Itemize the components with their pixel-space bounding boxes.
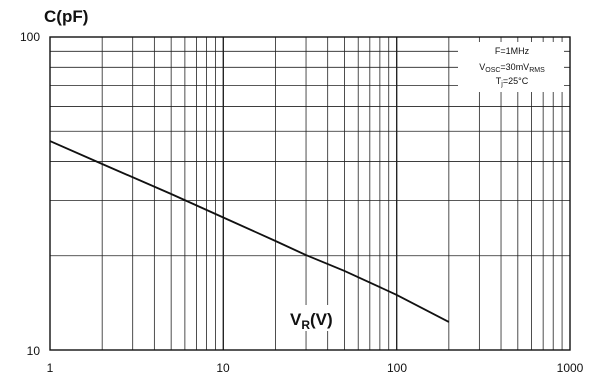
plot-frame	[49, 36, 571, 351]
x-tick-1000: 1000	[557, 361, 584, 375]
annotation-frequency: F=1MHz	[495, 46, 530, 56]
x-tick-10: 10	[216, 361, 230, 375]
x-axis-title-unit: (V)	[310, 310, 333, 329]
annotation-tj: Tj=25°C	[496, 76, 529, 88]
y-tick-10: 10	[27, 344, 41, 358]
x-axis-title-bg	[288, 305, 344, 331]
annotation-vosc-value: =30mV	[500, 62, 529, 72]
annotation-tj-sub: j	[500, 81, 503, 88]
x-axis-title-main: V	[290, 310, 302, 329]
x-axis-title: VR(V)	[290, 310, 333, 332]
grid-lines	[50, 37, 570, 350]
annotation-vosc: VOSC=30mVRMS	[479, 62, 545, 74]
x-tick-100: 100	[387, 361, 407, 375]
annotation-tj-value: =25°C	[503, 76, 529, 86]
annotation-tj-main: T	[496, 76, 502, 86]
y-tick-100: 100	[20, 30, 40, 44]
x-axis-title-sub: R	[301, 318, 310, 332]
annotation-box-bg	[458, 42, 564, 92]
y-axis-title: C(pF)	[44, 7, 88, 26]
annotation-vosc-rms: RMS	[529, 67, 545, 74]
annotation-vosc-sub: OSC	[485, 67, 500, 74]
capacitance-curve	[49, 140, 450, 323]
x-tick-1: 1	[47, 361, 54, 375]
annotation-vosc-main: V	[479, 62, 485, 72]
